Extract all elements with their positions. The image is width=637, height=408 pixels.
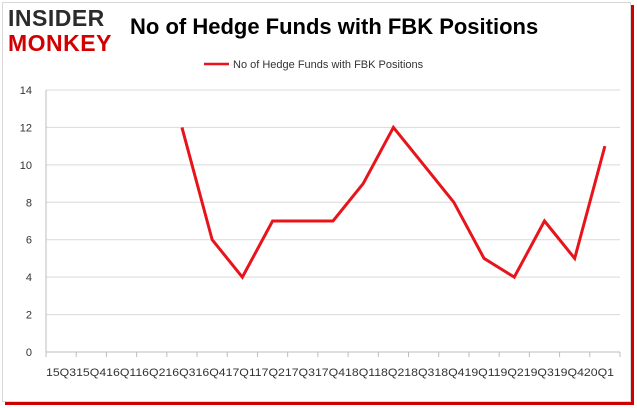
y-tick-label: 0 (26, 347, 32, 359)
series-lines (180, 124, 607, 280)
axes (45, 90, 621, 357)
legend: No of Hedge Funds with FBK Positions (204, 59, 424, 71)
y-tick-label: 8 (26, 197, 32, 209)
logo-text-bottom: MONKEY (8, 30, 112, 56)
y-tick-label: 10 (20, 160, 32, 172)
y-tick-label: 12 (20, 122, 32, 134)
y-tick-label: 2 (26, 310, 32, 322)
y-tick-label: 6 (26, 235, 32, 247)
chart-title: No of Hedge Funds with FBK Positions (130, 14, 539, 39)
y-tick-label: 14 (20, 85, 32, 97)
insider-monkey-logo: INSIDER MONKEY (8, 3, 118, 57)
series-line (180, 124, 607, 280)
y-tick-labels: 0 2 4 6 8 10 12 14 (20, 85, 32, 359)
legend-label: No of Hedge Funds with FBK Positions (233, 59, 424, 71)
logo-text-top: INSIDER (8, 5, 105, 31)
x-tick-labels: 15Q315Q416Q116Q216Q316Q417Q117Q217Q317Q4… (46, 367, 614, 379)
grid-lines (46, 89, 620, 316)
y-tick-label: 4 (26, 272, 32, 284)
